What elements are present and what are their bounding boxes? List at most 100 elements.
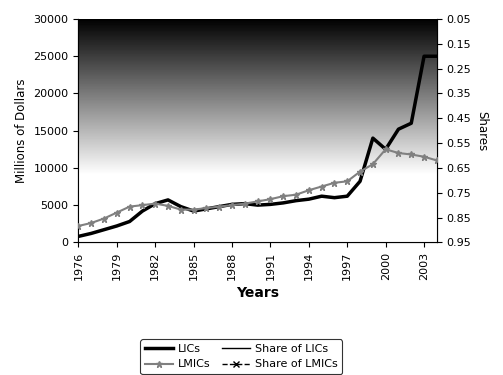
Share of LMICs [344,45,350,50]
LMICs [395,151,401,155]
Share of LICs [75,75,81,80]
LMICs [383,147,389,152]
Share of LICs [139,70,145,75]
Share of LICs [344,87,350,91]
Line: Share of LMICs: Share of LMICs [75,38,440,146]
Share of LICs [383,81,389,85]
LICs [293,198,299,203]
LMICs [242,201,248,206]
LMICs [280,194,286,198]
Share of LICs [255,78,261,82]
LMICs [408,152,414,157]
Y-axis label: Millions of Dollars: Millions of Dollars [15,78,28,183]
Share of LICs [370,82,376,87]
Share of LMICs [191,54,197,58]
Share of LMICs [255,50,261,54]
Share of LMICs [101,74,107,78]
Y-axis label: Shares: Shares [475,111,488,151]
Share of LMICs [203,53,209,57]
Share of LICs [88,74,94,78]
Share of LMICs [216,52,222,57]
Share of LMICs [268,51,274,56]
LICs [242,201,248,206]
LICs [203,207,209,211]
Share of LICs [242,78,248,83]
Share of LMICs [242,51,248,56]
LMICs [127,204,133,209]
Line: LICs: LICs [78,56,437,236]
Share of LMICs [434,40,440,45]
Share of LMICs [229,51,235,56]
Share of LICs [408,83,414,88]
Share of LICs [421,82,427,86]
Share of LICs [331,88,338,93]
LICs [127,219,133,224]
LMICs [331,180,338,185]
Share of LICs [357,82,363,86]
Share of LICs [101,74,107,78]
LMICs [75,224,81,228]
Share of LMICs [318,51,324,56]
LICs [318,194,324,198]
Share of LMICs [88,59,94,63]
Share of LICs [127,69,133,74]
Legend: LICs, LMICs, Share of LICs, Share of LMICs: LICs, LMICs, Share of LICs, Share of LMI… [140,339,343,374]
Share of LMICs [139,50,145,54]
LICs [255,203,261,207]
LICs [395,127,401,131]
LMICs [293,192,299,197]
LMICs [357,170,363,174]
Share of LMICs [127,75,133,80]
Share of LICs [203,76,209,81]
LICs [370,136,376,140]
LMICs [178,207,184,212]
LICs [344,194,350,198]
Share of LMICs [114,72,120,76]
LICs [229,202,235,207]
LICs [178,204,184,209]
LICs [383,147,389,152]
Share of LICs [191,70,197,75]
LMICs [191,207,197,212]
LICs [216,204,222,209]
Share of LMICs [165,52,171,57]
Share of LMICs [370,45,376,50]
Share of LICs [293,83,299,88]
LMICs [101,216,107,221]
LICs [357,179,363,183]
Share of LMICs [75,140,81,145]
Share of LMICs [408,42,414,46]
Share of LICs [216,78,222,83]
Share of LMICs [306,52,312,57]
LMICs [268,197,274,201]
Share of LICs [165,72,171,76]
LMICs [165,204,171,208]
LMICs [216,204,222,209]
LICs [101,228,107,232]
LICs [75,234,81,238]
Share of LICs [268,79,274,84]
LICs [88,231,94,236]
Share of LMICs [293,53,299,57]
LICs [331,195,338,200]
LMICs [421,154,427,159]
Share of LICs [178,71,184,76]
LMICs [370,162,376,166]
Share of LMICs [152,51,158,56]
LICs [165,198,171,202]
Line: Share of LICs: Share of LICs [78,71,437,92]
Share of LMICs [331,42,338,46]
X-axis label: Years: Years [236,286,279,300]
Share of LICs [152,71,158,75]
Share of LICs [395,82,401,86]
Share of LICs [434,78,440,83]
LMICs [306,188,312,192]
Share of LICs [229,76,235,81]
Share of LMICs [395,47,401,51]
Share of LMICs [421,39,427,43]
Share of LMICs [280,52,286,57]
LMICs [88,221,94,225]
LMICs [229,203,235,207]
LMICs [203,206,209,210]
LMICs [434,158,440,163]
